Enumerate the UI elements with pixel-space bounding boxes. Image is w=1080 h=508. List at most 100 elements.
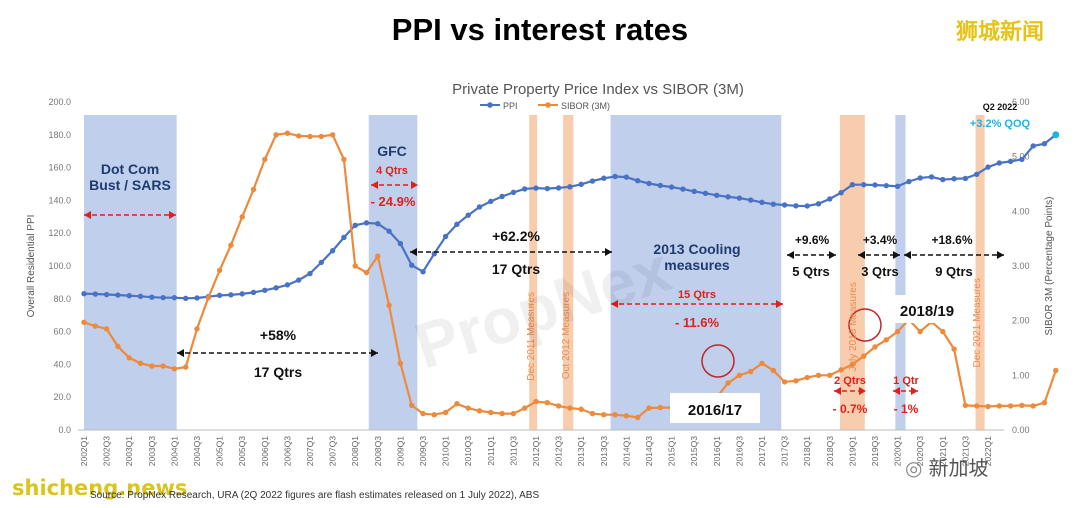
x-tick-label: 2017Q1 [757, 436, 767, 467]
data-point-sibor [318, 133, 324, 140]
data-point-sibor [160, 363, 166, 369]
watermark-account: ◎ 新加坡 [905, 452, 988, 481]
data-point-sibor [815, 372, 822, 379]
data-point-ppi [635, 178, 641, 184]
arrow-rise5-head-end [997, 251, 1004, 259]
data-point-ppi [228, 292, 234, 298]
data-point-ppi [861, 181, 867, 188]
data-point-sibor [183, 364, 189, 370]
x-tick-label: 2011Q3 [508, 436, 518, 466]
data-point-ppi [363, 220, 370, 226]
data-point-sibor [171, 366, 178, 372]
x-tick-label: 2017Q3 [780, 436, 790, 467]
label-cooling: 2013 Cooling measures [653, 241, 740, 273]
y-left-tick-label: 180.0 [48, 130, 71, 140]
y-left-tick-label: 200.0 [48, 97, 71, 107]
data-point-sibor [92, 323, 99, 329]
arrow-rise3-head-end [829, 251, 836, 259]
data-point-sibor [488, 409, 494, 416]
data-point-sibor [612, 411, 618, 418]
y-left-tick-label: 120.0 [48, 228, 71, 238]
label-2016: 2016/17 [688, 402, 742, 419]
data-point-sibor [781, 379, 788, 385]
data-point-sibor [623, 413, 630, 419]
data-point-ppi [341, 234, 347, 241]
label-dec-2021-measures: Dec 2021 Measures [972, 278, 983, 368]
y-right-tick-label: 6.00 [1012, 97, 1030, 107]
legend-label-sibor: SIBOR (3M) [561, 101, 610, 111]
y-right-tick-label: 5.00 [1012, 152, 1030, 162]
label-rise4-period: 3 Qtrs [861, 264, 899, 279]
data-point-sibor [103, 326, 110, 332]
shade-dec-2021 [975, 115, 985, 430]
shade-jul-2018 [839, 115, 865, 430]
y-right-tick-label: 1.00 [1012, 370, 1030, 380]
x-tick-label: 2005Q1 [215, 436, 225, 467]
x-tick-label: 2004Q1 [169, 436, 179, 467]
data-point-sibor [296, 133, 302, 139]
x-tick-label: 2012Q3 [554, 436, 564, 467]
data-point-ppi [736, 195, 743, 201]
data-point-ppi [555, 185, 562, 191]
label-2018-box [883, 295, 971, 323]
x-tick-label: 2015Q3 [689, 436, 699, 467]
label-q2-2022: Q2 2022 [983, 102, 1018, 112]
y-right-tick-label: 3.00 [1012, 261, 1030, 271]
data-point-sibor [646, 405, 652, 411]
data-point-ppi [1007, 158, 1014, 165]
data-point-ppi [1030, 143, 1036, 149]
x-tick-label: 2018Q3 [825, 436, 835, 467]
data-point-sibor [838, 367, 844, 373]
data-point-sibor [883, 337, 889, 343]
data-point-sibor [804, 374, 810, 381]
data-point-ppi [488, 198, 494, 205]
arrow-rise2-head-start [410, 248, 417, 256]
data-point-sibor [770, 367, 776, 374]
data-point-sibor [748, 368, 754, 375]
data-point-ppi [680, 186, 686, 192]
arrow-covid-head-end [911, 387, 918, 395]
x-tick-label: 2005Q3 [237, 436, 247, 467]
data-point-ppi [103, 291, 110, 298]
data-point-sibor [284, 130, 291, 136]
data-point-ppi [409, 262, 415, 268]
label-m2018-period: 2 Qtrs [834, 375, 866, 387]
x-tick-label: 2014Q1 [621, 436, 631, 467]
highlight-circle-2018 [848, 308, 882, 342]
chart-axes: 0.0 20.0 40.0 60.0 80.0 100.0 120.0 140.0 160.0 1… [26, 97, 1055, 466]
data-point-ppi [951, 176, 957, 182]
period-shading [84, 115, 985, 430]
x-tick-label: 2006Q3 [282, 436, 292, 467]
data-point-sibor [476, 408, 483, 414]
data-point-ppi [476, 204, 483, 210]
y-left-tick-label: 100.0 [48, 261, 71, 271]
data-point-sibor [951, 346, 957, 352]
data-point-sibor [510, 410, 517, 417]
data-point-ppi [928, 174, 935, 180]
x-tick-label: 2004Q3 [192, 436, 202, 467]
x-tick-label: 2008Q3 [373, 436, 383, 467]
data-point-ppi [522, 186, 528, 192]
data-point-sibor [555, 403, 562, 409]
legend-label-ppi: PPI [503, 101, 518, 111]
data-point-ppi [894, 183, 901, 189]
data-point-sibor [917, 328, 923, 335]
shade-gfc [368, 115, 418, 430]
data-point-sibor [996, 403, 1002, 409]
label-gfc: GFC [377, 143, 407, 159]
data-point-ppi [748, 197, 754, 203]
data-point-ppi [883, 182, 889, 189]
data-point-ppi [917, 175, 923, 181]
data-point-sibor [657, 404, 663, 411]
x-tick-label: 2002Q1 [79, 436, 89, 467]
label-covid-period: 1 Qtr [893, 375, 919, 387]
data-point-ppi [567, 184, 573, 190]
x-tick-label: 2012Q1 [531, 436, 541, 467]
data-point-sibor [329, 132, 336, 138]
page-title: PPI vs interest rates [391, 12, 689, 47]
y-right-tick-label: 4.00 [1012, 206, 1030, 216]
x-tick-label: 2003Q3 [147, 436, 157, 467]
x-tick-label: 2014Q3 [644, 436, 654, 467]
y-right-tick-label: 0.00 [1012, 425, 1030, 435]
